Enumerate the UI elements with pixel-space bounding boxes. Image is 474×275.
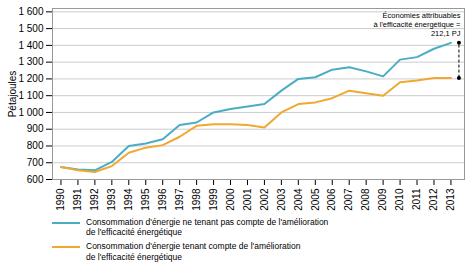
- svg-text:2005: 2005: [309, 188, 320, 211]
- svg-text:2000: 2000: [225, 188, 236, 211]
- svg-text:1 500: 1 500: [18, 23, 43, 34]
- svg-text:1991: 1991: [72, 188, 83, 211]
- svg-text:1 200: 1 200: [18, 73, 43, 84]
- svg-text:2004: 2004: [293, 188, 304, 211]
- svg-text:1997: 1997: [174, 188, 185, 211]
- svg-text:800: 800: [27, 140, 44, 151]
- svg-text:1 600: 1 600: [18, 6, 43, 17]
- svg-text:2007: 2007: [343, 188, 354, 211]
- svg-text:2001: 2001: [242, 188, 253, 211]
- svg-text:1994: 1994: [123, 188, 134, 211]
- svg-text:2009: 2009: [377, 188, 388, 211]
- svg-text:1990: 1990: [55, 188, 66, 211]
- svg-text:600: 600: [27, 174, 44, 185]
- svg-text:Pétajoules: Pétajoules: [7, 71, 18, 118]
- svg-text:2012: 2012: [428, 188, 439, 211]
- html-text:Consommation d'énergie tenant: Consommation d'énergie tenant compte de …: [86, 241, 301, 262]
- svg-text:1998: 1998: [191, 188, 202, 211]
- svg-text:2013: 2013: [445, 188, 456, 211]
- svg-text:900: 900: [27, 123, 44, 134]
- svg-text:2006: 2006: [326, 188, 337, 211]
- svg-text:1 000: 1 000: [18, 107, 43, 118]
- svg-text:1 300: 1 300: [18, 56, 43, 67]
- svg-text:1999: 1999: [208, 188, 219, 211]
- svg-text:1 400: 1 400: [18, 40, 43, 51]
- svg-text:2011: 2011: [411, 188, 422, 210]
- svg-text:2010: 2010: [394, 188, 405, 211]
- svg-text:2008: 2008: [360, 188, 371, 211]
- html-text:Consommation d'énergie ne tena: Consommation d'énergie ne tenant pas com…: [86, 217, 329, 238]
- svg-text:2003: 2003: [276, 188, 287, 211]
- svg-text:2002: 2002: [259, 188, 270, 211]
- svg-text:1995: 1995: [140, 188, 151, 211]
- svg-text:1992: 1992: [89, 188, 100, 211]
- svg-text:700: 700: [27, 157, 44, 168]
- svg-text:Économies attribuablesà l'effi: Économies attribuablesà l'efficacité éne…: [374, 11, 462, 38]
- svg-text:1993: 1993: [106, 188, 117, 211]
- svg-text:1996: 1996: [157, 188, 168, 211]
- svg-text:1 100: 1 100: [18, 90, 43, 101]
